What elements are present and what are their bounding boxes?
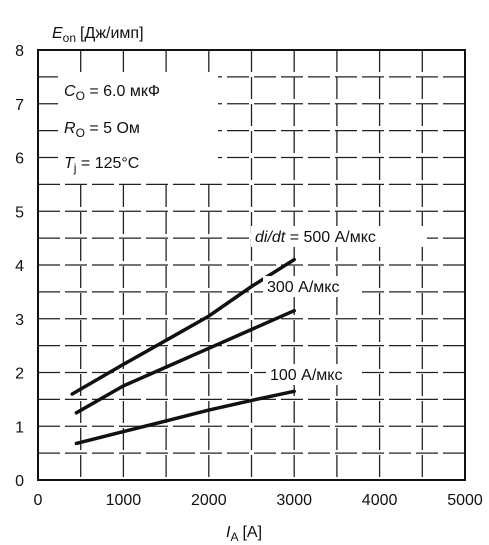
plot-frame [37, 49, 466, 481]
x-tick-label: 1000 [106, 492, 142, 509]
y-axis-label-main: E [52, 25, 63, 42]
y-tick-label: 6 [15, 151, 24, 168]
x-tick-label: 4000 [362, 492, 398, 509]
y-tick-labels: 0 1 2 3 4 5 6 7 8 [15, 43, 24, 490]
y-tick-label: 8 [15, 43, 24, 60]
series-label-backdrop [266, 364, 362, 385]
y-axis-label-unit: [Дж/имп] [80, 25, 143, 42]
condition-text: CO = 6.0 мкФ [64, 83, 160, 103]
conditions-box: CO = 6.0 мкФ RO = 5 Ом Tj = 125°C [58, 72, 218, 180]
y-tick-label: 7 [15, 97, 24, 114]
series-label-2: 100 А/мкс [270, 367, 342, 384]
x-axis-label-main: I [226, 524, 231, 541]
series-line-2 [74, 389, 296, 446]
y-tick-label: 2 [15, 366, 24, 383]
y-axis-label: Eon [Дж/имп] [52, 25, 144, 45]
series-labels: di/dt = 500 А/мкс 300 А/мкс 100 А/мкс [251, 226, 427, 385]
series-label-backdrop [263, 276, 359, 297]
condition-text: RO = 5 Ом [64, 120, 140, 140]
y-tick-label: 4 [15, 258, 24, 275]
condition-text: Tj = 125°C [64, 155, 139, 175]
x-tick-labels: 0 1000 2000 3000 4000 5000 [34, 492, 483, 509]
y-axis-label-sub: on [63, 31, 76, 45]
conditions-backdrop [58, 72, 218, 180]
y-tick-label: 1 [15, 419, 24, 436]
series-line-1 [74, 308, 296, 415]
x-tick-label: 2000 [191, 492, 227, 509]
y-tick-label: 3 [15, 312, 24, 329]
series-line-0 [70, 257, 296, 396]
series-label-1: 300 А/мкс [267, 279, 339, 296]
x-axis-label-unit: [A] [242, 524, 262, 541]
series-label-0: di/dt = 500 А/мкс [255, 229, 376, 246]
series-label-backdrop [251, 226, 427, 247]
y-tick-label: 0 [15, 473, 24, 490]
x-tick-label: 3000 [276, 492, 312, 509]
x-tick-label: 0 [34, 492, 43, 509]
series-lines [70, 257, 296, 446]
y-tick-label: 5 [15, 204, 24, 221]
x-axis-label: IA [A] [226, 524, 262, 544]
x-tick-label: 5000 [447, 492, 483, 509]
x-axis-label-sub: A [230, 530, 238, 544]
